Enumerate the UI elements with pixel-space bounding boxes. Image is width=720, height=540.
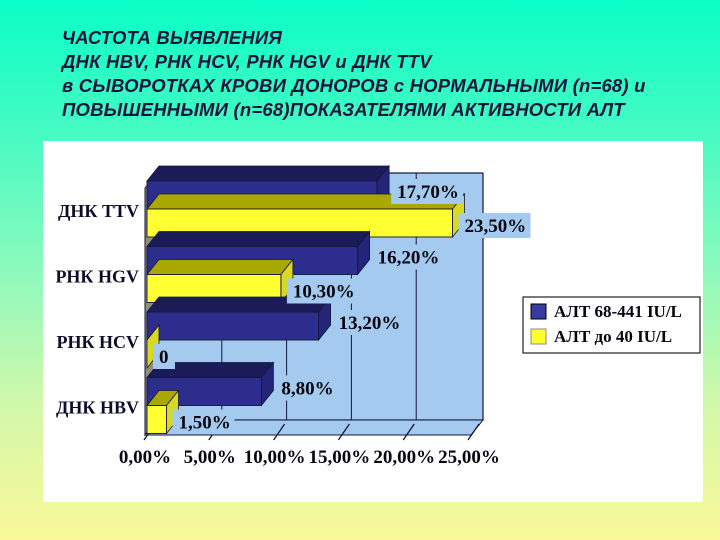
data-label-patch — [371, 244, 444, 270]
data-label-patch — [172, 409, 235, 435]
bar-front — [146, 405, 167, 434]
data-label: 0 — [159, 347, 169, 368]
data-label-patch — [458, 213, 531, 238]
title-line-4: ПОВЫШЕННЫМИ (n=68)ПОКАЗАТЕЛЯМИ АКТИВНОСТ… — [62, 99, 625, 120]
bar-top-facet — [146, 231, 371, 247]
bar-top-facet — [146, 259, 294, 275]
chart-svg: 0,00% 5,00% 10,00% 15,00% 20,00% 25,00% ДНК TT… — [55, 164, 701, 468]
data-label: 23,50% — [465, 216, 527, 237]
x-axis-tick — [402, 423, 415, 441]
legend-label: АЛТ 68-441 IU/L — [554, 302, 682, 321]
legend-box — [522, 296, 701, 354]
x-axis-label: 25,00% — [438, 447, 500, 468]
data-label-patch — [153, 344, 175, 369]
x-axis-tick — [337, 423, 350, 441]
x-axis-label: 0,00% — [119, 447, 171, 468]
data-label: 1,50% — [179, 413, 231, 434]
title-line-3: в СЫВОРОТКАХ КРОВИ ДОНОРОВ с НОРМАЛЬНЫМИ… — [62, 75, 646, 96]
data-label: 16,20% — [378, 248, 440, 269]
x-axis-label: 10,00% — [244, 447, 306, 468]
x-axis-tick — [467, 423, 480, 441]
legend-label: АЛТ до 40 IU/L — [554, 327, 672, 346]
legend-swatch — [530, 303, 547, 320]
legend-swatch — [530, 328, 547, 345]
x-axis-label: 15,00% — [309, 447, 371, 468]
data-label-patch — [275, 375, 338, 401]
data-label-patch — [332, 310, 405, 335]
bar-front — [146, 311, 320, 341]
data-label: 17,70% — [397, 182, 459, 203]
category-label: ДНК TTV — [58, 201, 139, 221]
title-line-2: ДНК HBV, РНК HCV, РНК HGV и ДНК TTV — [62, 51, 432, 72]
title-line-1: ЧАСТОТА ВЫЯВЛЕНИЯ — [62, 27, 283, 48]
category-label: ДНК HBV — [56, 398, 139, 418]
data-label-patch — [286, 278, 359, 304]
slide-title: ЧАСТОТА ВЫЯВЛЕНИЯ ДНК HBV, РНК HCV, РНК … — [62, 26, 692, 122]
category-label: РНК HGV — [55, 267, 139, 287]
bar-top-facet — [146, 165, 390, 182]
data-label: 10,30% — [293, 282, 355, 303]
data-label: 8,80% — [281, 379, 333, 400]
data-label-patch — [391, 179, 464, 204]
category-label: РНК HCV — [56, 332, 139, 352]
x-axis-tick — [273, 423, 286, 441]
data-label: 13,20% — [339, 313, 401, 334]
x-axis-label: 20,00% — [373, 447, 435, 468]
x-axis-label: 5,00% — [184, 447, 236, 468]
bar-chart: 0,00% 5,00% 10,00% 15,00% 20,00% 25,00% ДНК TT… — [43, 141, 703, 502]
